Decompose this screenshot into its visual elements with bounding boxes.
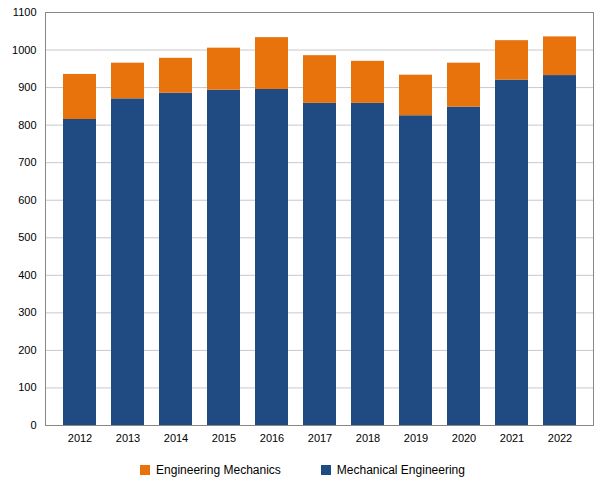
svg-text:1000: 1000	[12, 44, 36, 56]
svg-text:2017: 2017	[308, 432, 332, 444]
svg-text:700: 700	[18, 156, 36, 168]
html-text:Engineering Mechanics: Engineering Mechanics	[156, 463, 281, 477]
svg-text:2021: 2021	[500, 432, 524, 444]
svg-text:2012: 2012	[68, 432, 92, 444]
svg-text:900: 900	[18, 81, 36, 93]
svg-text:600: 600	[18, 194, 36, 206]
svg-text:500: 500	[18, 231, 36, 243]
svg-text:0: 0	[30, 419, 36, 431]
svg-text:100: 100	[18, 381, 36, 393]
svg-text:2019: 2019	[404, 432, 428, 444]
svg-text:1100: 1100	[13, 6, 37, 18]
svg-text:200: 200	[18, 344, 36, 356]
svg-text:2015: 2015	[212, 432, 236, 444]
svg-text:2016: 2016	[260, 432, 284, 444]
svg-text:2013: 2013	[116, 432, 140, 444]
svg-text:2022: 2022	[548, 432, 572, 444]
html-text:Mechanical Engineering: Mechanical Engineering	[336, 463, 465, 477]
svg-text:800: 800	[18, 119, 36, 131]
svg-text:300: 300	[18, 306, 36, 318]
svg-text:2014: 2014	[164, 432, 188, 444]
svg-text:2018: 2018	[356, 432, 380, 444]
svg-text:400: 400	[18, 269, 36, 281]
svg-text:2020: 2020	[452, 432, 476, 444]
